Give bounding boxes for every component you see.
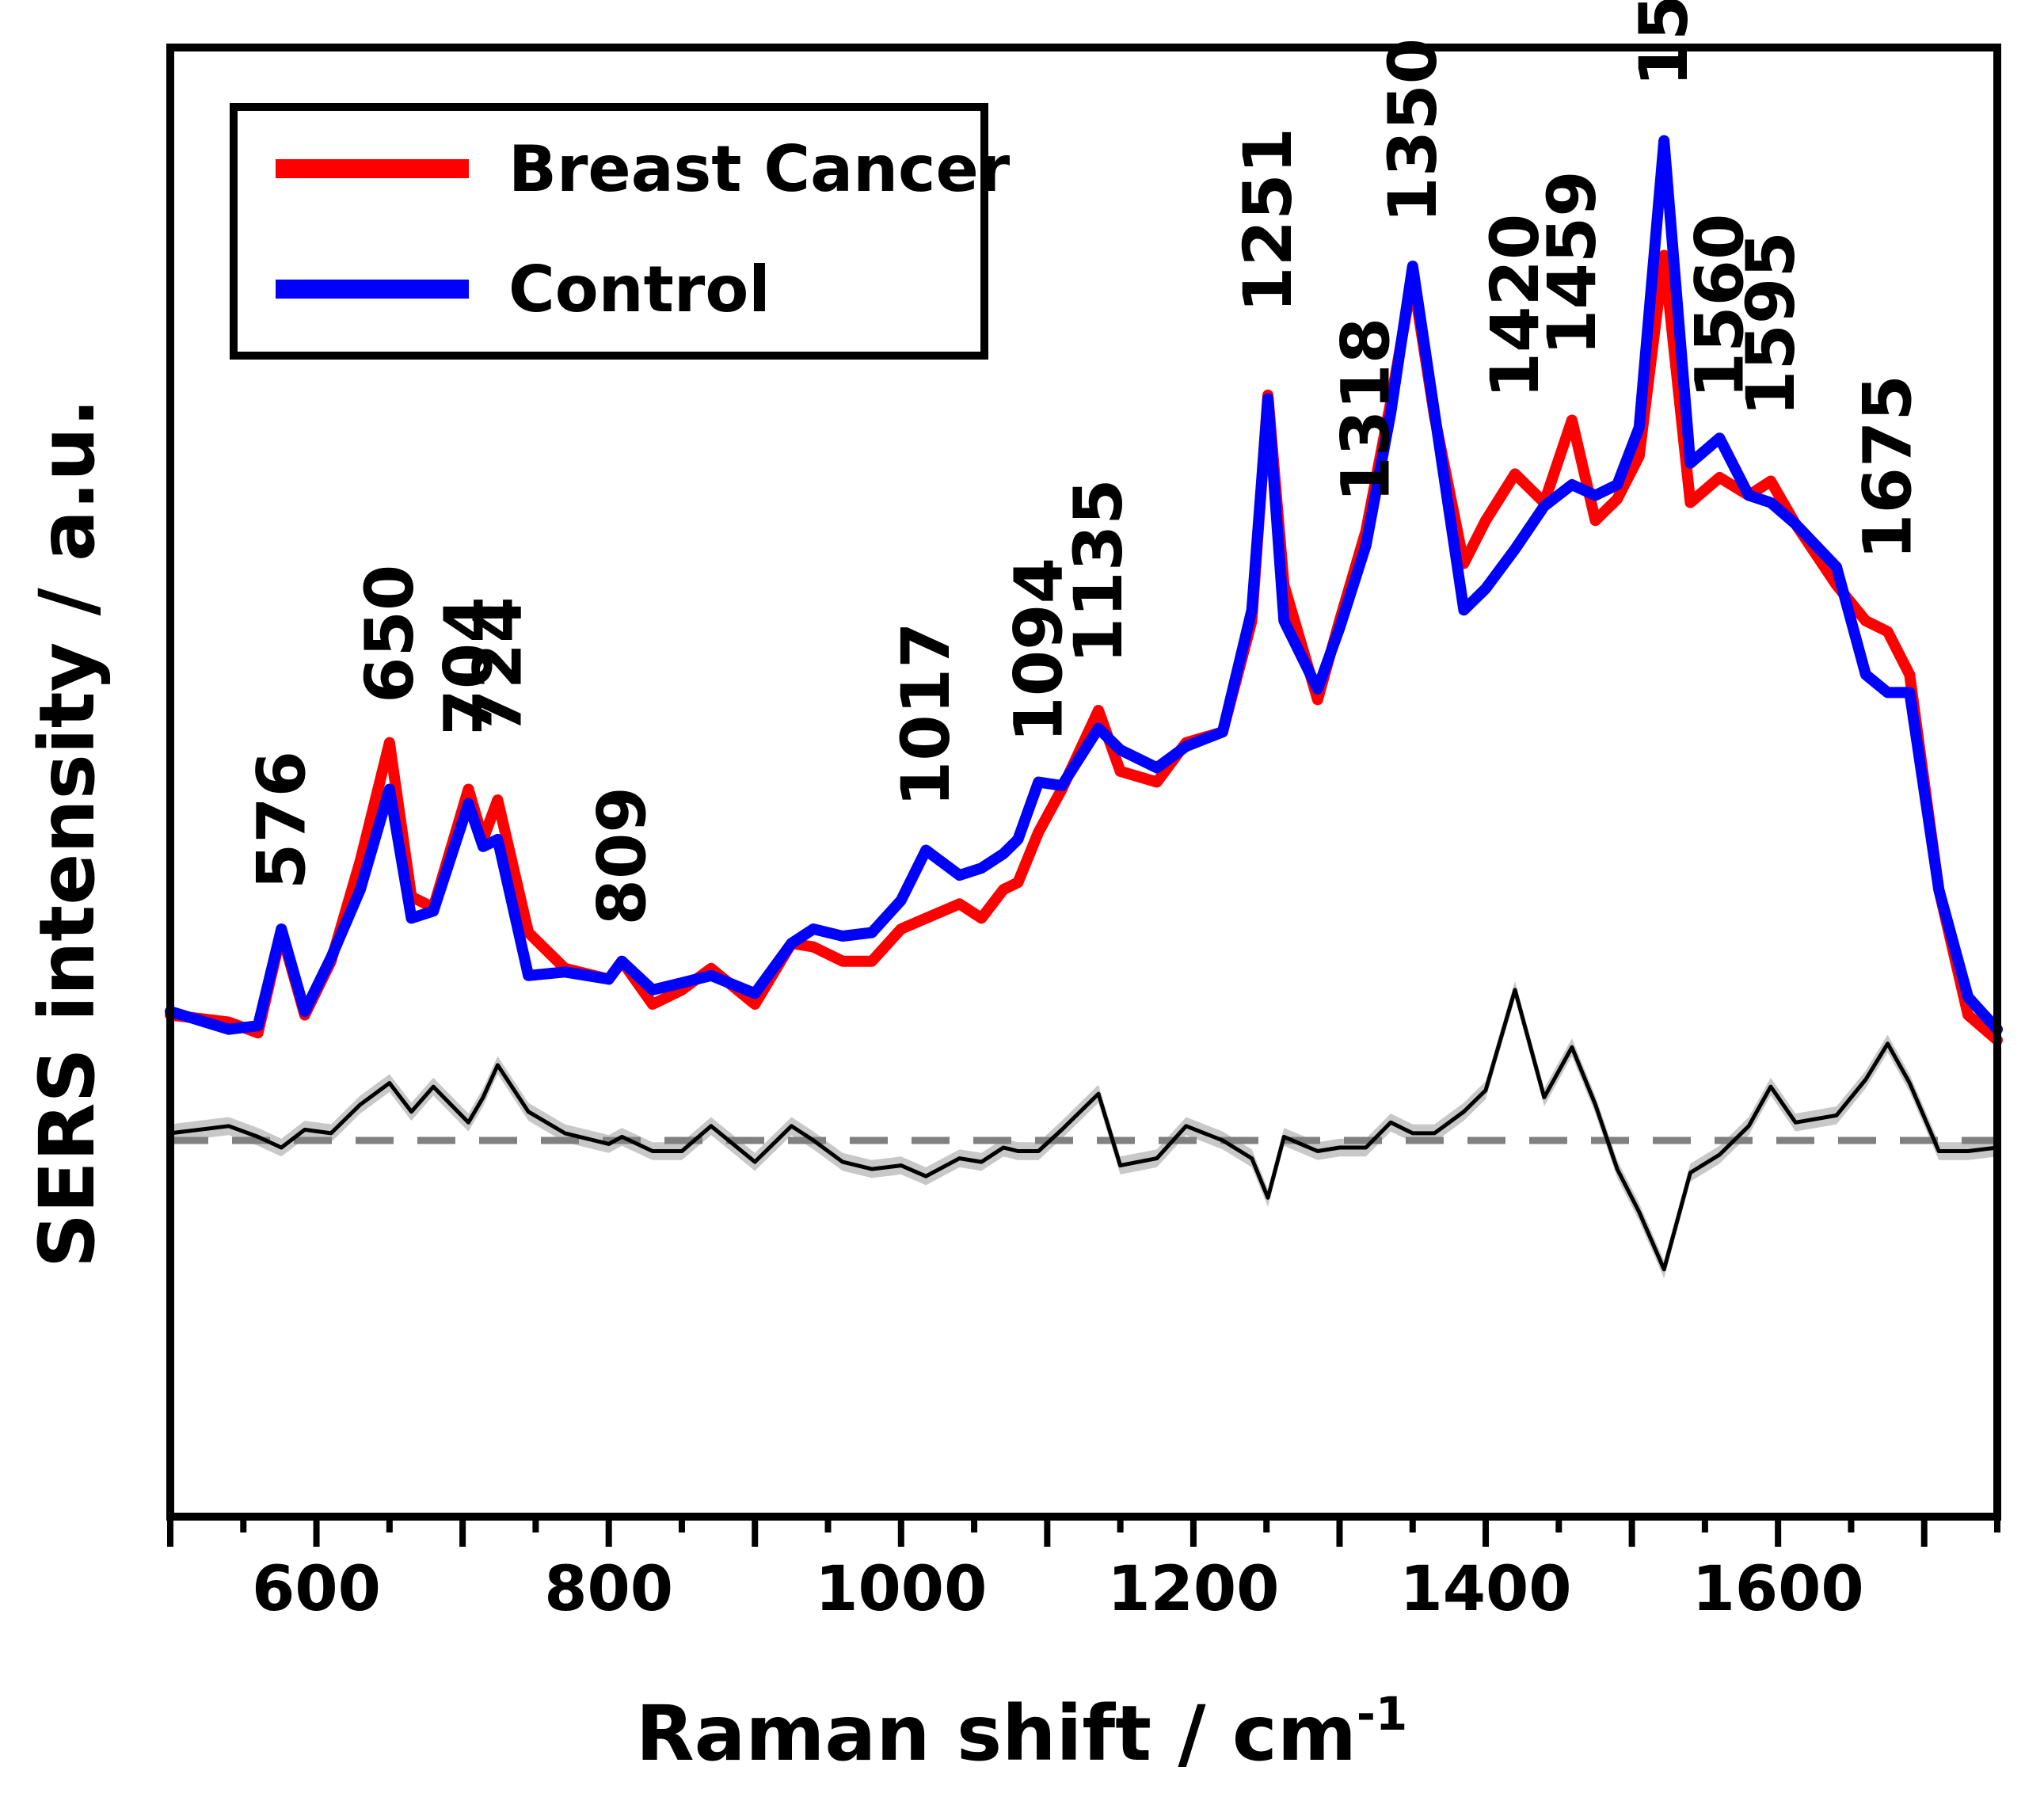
difference-band-layer (170, 980, 1997, 1279)
peak-label: 1094 (999, 558, 1077, 743)
peak-label: 1135 (1060, 478, 1137, 664)
peak-label: 1522 (1625, 0, 1703, 87)
x-tick-label: 1400 (1399, 1554, 1571, 1625)
x-tick-label: 1200 (1107, 1554, 1279, 1625)
plot-frame (166, 44, 2001, 1521)
peak-label: 650 (351, 565, 428, 703)
peak-label: 809 (583, 786, 660, 925)
x-tick-label: 1000 (815, 1554, 987, 1625)
peak-label: 1350 (1374, 38, 1452, 223)
peak-label: 576 (242, 751, 320, 889)
control-line (165, 135, 2003, 1035)
difference-line (169, 988, 1998, 1272)
x-axis-unit-superscript: -1 (1357, 1687, 1407, 1741)
legend-label: Control (508, 253, 771, 326)
difference-band (170, 980, 1997, 1279)
peak-label: 1251 (1229, 128, 1307, 313)
y-axis-label: SERS intensity / a.u. (23, 398, 112, 1268)
legend-label: Breast Cancer (508, 132, 1011, 206)
peak-label: 1560 (1680, 214, 1758, 399)
peak-label: 1318 (1327, 318, 1405, 503)
x-tick-label: 800 (544, 1554, 673, 1625)
peak-label: 704 (430, 596, 508, 735)
peak-label: 1017 (887, 622, 965, 807)
axis-label-layer: Raman shift / cm-1 SERS intensity / a.u. (23, 398, 1407, 1778)
x-tick-label: 600 (252, 1554, 381, 1625)
legend-box (230, 103, 988, 360)
peak-label: 1420 (1476, 214, 1554, 399)
series-layer (165, 135, 2003, 1272)
x-tick-label: 1600 (1692, 1554, 1864, 1625)
peak-label: 724 (459, 596, 536, 735)
x-tick-layer: 600 800 1000 1200 1400 1600 (167, 1517, 2000, 1625)
peak-label: 1459 (1533, 170, 1611, 356)
peak-label: 1675 (1849, 375, 1927, 560)
legend: Breast Cancer Control (230, 103, 1011, 360)
plot-frame-layer (166, 44, 2001, 1521)
x-axis-label: Raman shift / cm-1 (636, 1687, 1408, 1778)
peak-label: 1595 (1732, 231, 1810, 417)
